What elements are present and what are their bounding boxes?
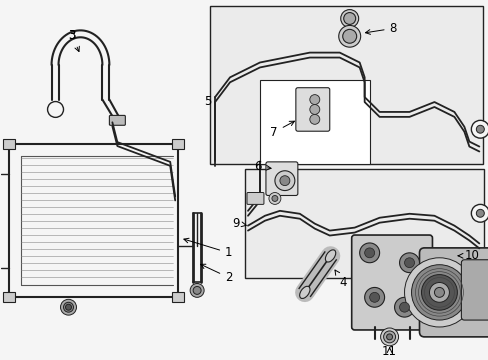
FancyBboxPatch shape: [210, 6, 482, 164]
Circle shape: [404, 258, 473, 327]
FancyBboxPatch shape: [461, 260, 488, 320]
Text: 7: 7: [270, 121, 294, 139]
Circle shape: [190, 283, 203, 297]
Text: 9: 9: [232, 217, 246, 230]
Circle shape: [399, 302, 408, 312]
Circle shape: [386, 334, 392, 340]
Circle shape: [428, 283, 448, 302]
Circle shape: [309, 114, 319, 124]
FancyBboxPatch shape: [2, 292, 15, 302]
Ellipse shape: [299, 286, 309, 298]
Circle shape: [63, 302, 73, 312]
FancyBboxPatch shape: [260, 80, 369, 164]
Circle shape: [343, 13, 355, 24]
Text: 11: 11: [381, 345, 396, 358]
Circle shape: [475, 209, 483, 217]
Text: 1: 1: [183, 238, 232, 259]
FancyBboxPatch shape: [172, 292, 184, 302]
Text: 10: 10: [457, 249, 478, 262]
Circle shape: [271, 195, 277, 201]
Circle shape: [470, 204, 488, 222]
Circle shape: [309, 95, 319, 104]
FancyBboxPatch shape: [419, 248, 488, 337]
Circle shape: [364, 248, 374, 258]
Circle shape: [380, 328, 398, 346]
Text: 3: 3: [68, 29, 76, 42]
Circle shape: [193, 287, 201, 294]
Circle shape: [340, 10, 358, 27]
Circle shape: [309, 104, 319, 114]
FancyBboxPatch shape: [109, 116, 125, 125]
Text: 8: 8: [365, 22, 396, 35]
FancyBboxPatch shape: [265, 162, 297, 195]
Text: 2: 2: [200, 264, 232, 284]
Circle shape: [359, 243, 379, 263]
FancyBboxPatch shape: [244, 169, 483, 278]
FancyBboxPatch shape: [2, 139, 15, 149]
Circle shape: [399, 253, 419, 273]
Circle shape: [279, 176, 289, 186]
Text: 6: 6: [254, 160, 270, 173]
Circle shape: [342, 30, 356, 43]
Circle shape: [364, 287, 384, 307]
Circle shape: [268, 193, 280, 204]
Circle shape: [394, 297, 414, 317]
Circle shape: [475, 125, 483, 133]
Circle shape: [274, 171, 294, 190]
FancyBboxPatch shape: [246, 193, 264, 204]
Circle shape: [470, 120, 488, 138]
Circle shape: [404, 258, 414, 268]
Circle shape: [421, 275, 456, 310]
Circle shape: [433, 287, 444, 297]
FancyBboxPatch shape: [351, 235, 431, 330]
FancyBboxPatch shape: [295, 88, 329, 131]
Text: 5: 5: [203, 95, 211, 108]
FancyBboxPatch shape: [172, 139, 184, 149]
Circle shape: [338, 26, 360, 47]
Circle shape: [65, 304, 71, 310]
Circle shape: [369, 292, 379, 302]
Circle shape: [411, 265, 467, 320]
Text: 3: 3: [68, 29, 79, 51]
Circle shape: [383, 331, 395, 343]
Circle shape: [61, 299, 76, 315]
Ellipse shape: [325, 250, 335, 262]
Text: 4: 4: [334, 270, 346, 289]
